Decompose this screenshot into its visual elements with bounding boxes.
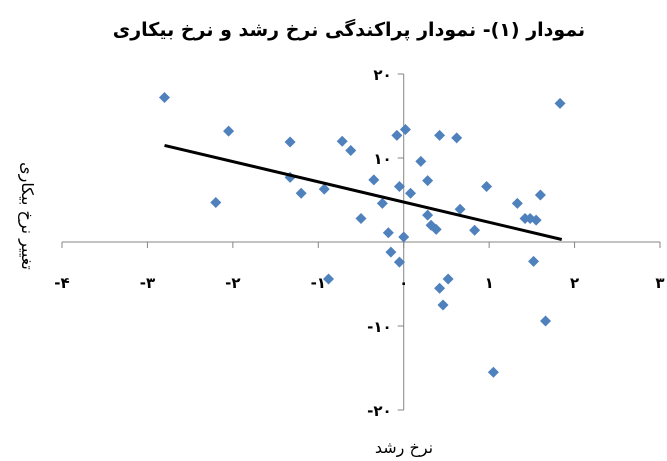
data-point (284, 136, 296, 148)
data-point (393, 256, 405, 268)
data-point (336, 135, 348, 147)
data-point (454, 203, 466, 215)
x-tick-label: -۱ (311, 274, 326, 292)
x-tick-label: ۰ (399, 274, 408, 292)
x-tick-label: -۳ (140, 274, 155, 292)
data-point (393, 181, 405, 193)
x-tick-label: -۴ (54, 274, 69, 292)
data-point (385, 246, 397, 258)
x-tick-label: ۲ (570, 274, 579, 292)
chart-title: نمودار (۱)- نمودار پراکندگی نرخ رشد و نر… (113, 18, 585, 41)
y-axis-label: تغییر نرخ بیکاری (17, 162, 37, 270)
data-point (376, 197, 388, 209)
y-tick-label: ۲۰ (373, 66, 391, 84)
data-point (405, 187, 417, 199)
data-point (399, 123, 411, 135)
data-point (223, 125, 235, 137)
data-point (554, 97, 566, 109)
data-points (159, 92, 566, 378)
data-point (481, 181, 493, 193)
data-point (540, 315, 552, 327)
data-point (442, 273, 454, 285)
y-tick-label: -۲۰ (367, 402, 392, 420)
data-point (345, 144, 357, 156)
data-point (511, 197, 523, 209)
trendline (164, 143, 563, 241)
data-point (415, 155, 427, 167)
x-tick-label: ۳ (655, 274, 664, 292)
data-point (422, 209, 434, 221)
data-point (355, 212, 367, 224)
data-point (323, 273, 335, 285)
data-point (434, 129, 446, 141)
tick-marks (61, 73, 661, 411)
y-tick-label: ۱۰ (373, 150, 391, 168)
data-point (434, 282, 446, 294)
x-tick-label: ۱ (485, 274, 494, 292)
data-point (295, 187, 307, 199)
y-tick-label: -۱۰ (367, 318, 392, 336)
data-point (368, 174, 380, 186)
data-point (318, 183, 330, 195)
data-point (210, 197, 222, 209)
data-point (469, 224, 481, 236)
x-axis-label: نرخ رشد (375, 438, 433, 458)
data-point (430, 223, 442, 235)
data-point (534, 189, 546, 201)
data-point (528, 255, 540, 267)
data-point (530, 214, 542, 226)
data-point (391, 129, 403, 141)
data-point (382, 227, 394, 239)
data-point (487, 366, 499, 378)
x-tick-label: -۲ (225, 274, 240, 292)
data-point (437, 299, 449, 311)
data-point (398, 231, 410, 243)
data-point (159, 92, 171, 104)
data-point (422, 175, 434, 187)
data-point (451, 132, 463, 144)
